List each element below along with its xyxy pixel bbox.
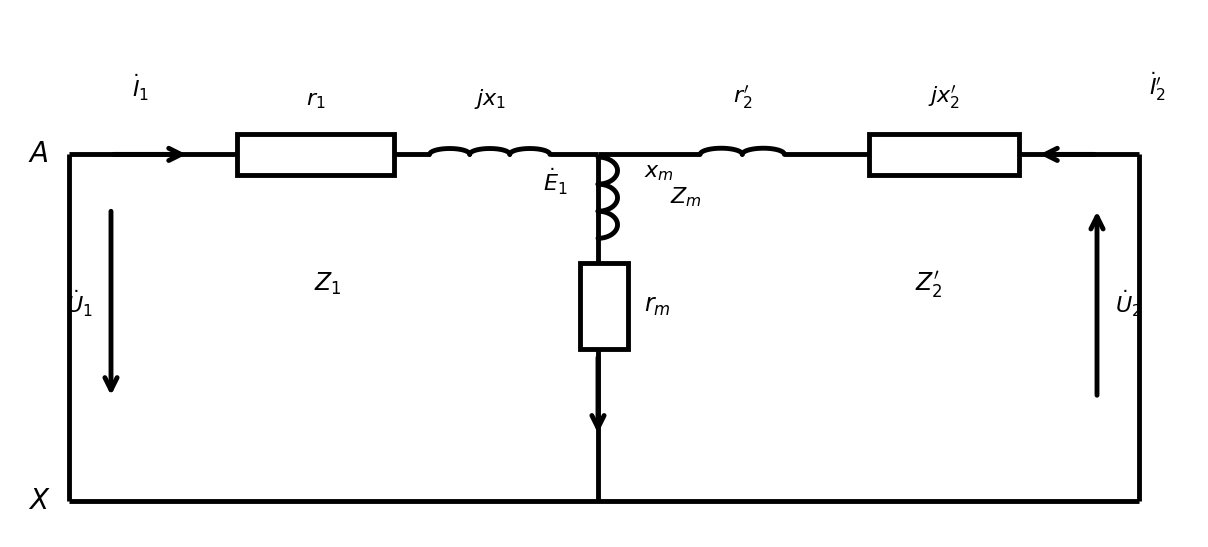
Text: $r_2'$: $r_2'$ [732,84,751,111]
Text: $Z_2'$: $Z_2'$ [914,269,942,300]
Text: $\dot{E}_1$: $\dot{E}_1$ [544,166,568,197]
Text: A: A [29,141,48,168]
Text: $\dot{I}_1$: $\dot{I}_1$ [133,72,150,103]
Text: $\dot{U}_1$: $\dot{U}_1$ [66,288,93,318]
Text: $Z_1$: $Z_1$ [314,271,341,298]
Text: $x_m$: $x_m$ [644,162,674,183]
Text: $\dot{I}_2'$: $\dot{I}_2'$ [1149,70,1166,103]
Bar [237,134,394,174]
Text: $\dot{U}_2$: $\dot{U}_2$ [1115,288,1142,318]
Text: X: X [29,487,48,515]
Bar [580,263,628,350]
Text: $r_1$: $r_1$ [306,91,325,111]
Bar [869,134,1018,174]
Text: $jx_1$: $jx_1$ [474,87,506,111]
Text: $r_m$: $r_m$ [644,294,670,318]
Text: $jx_2'$: $jx_2'$ [928,84,959,111]
Text: $Z_m$: $Z_m$ [670,186,702,210]
